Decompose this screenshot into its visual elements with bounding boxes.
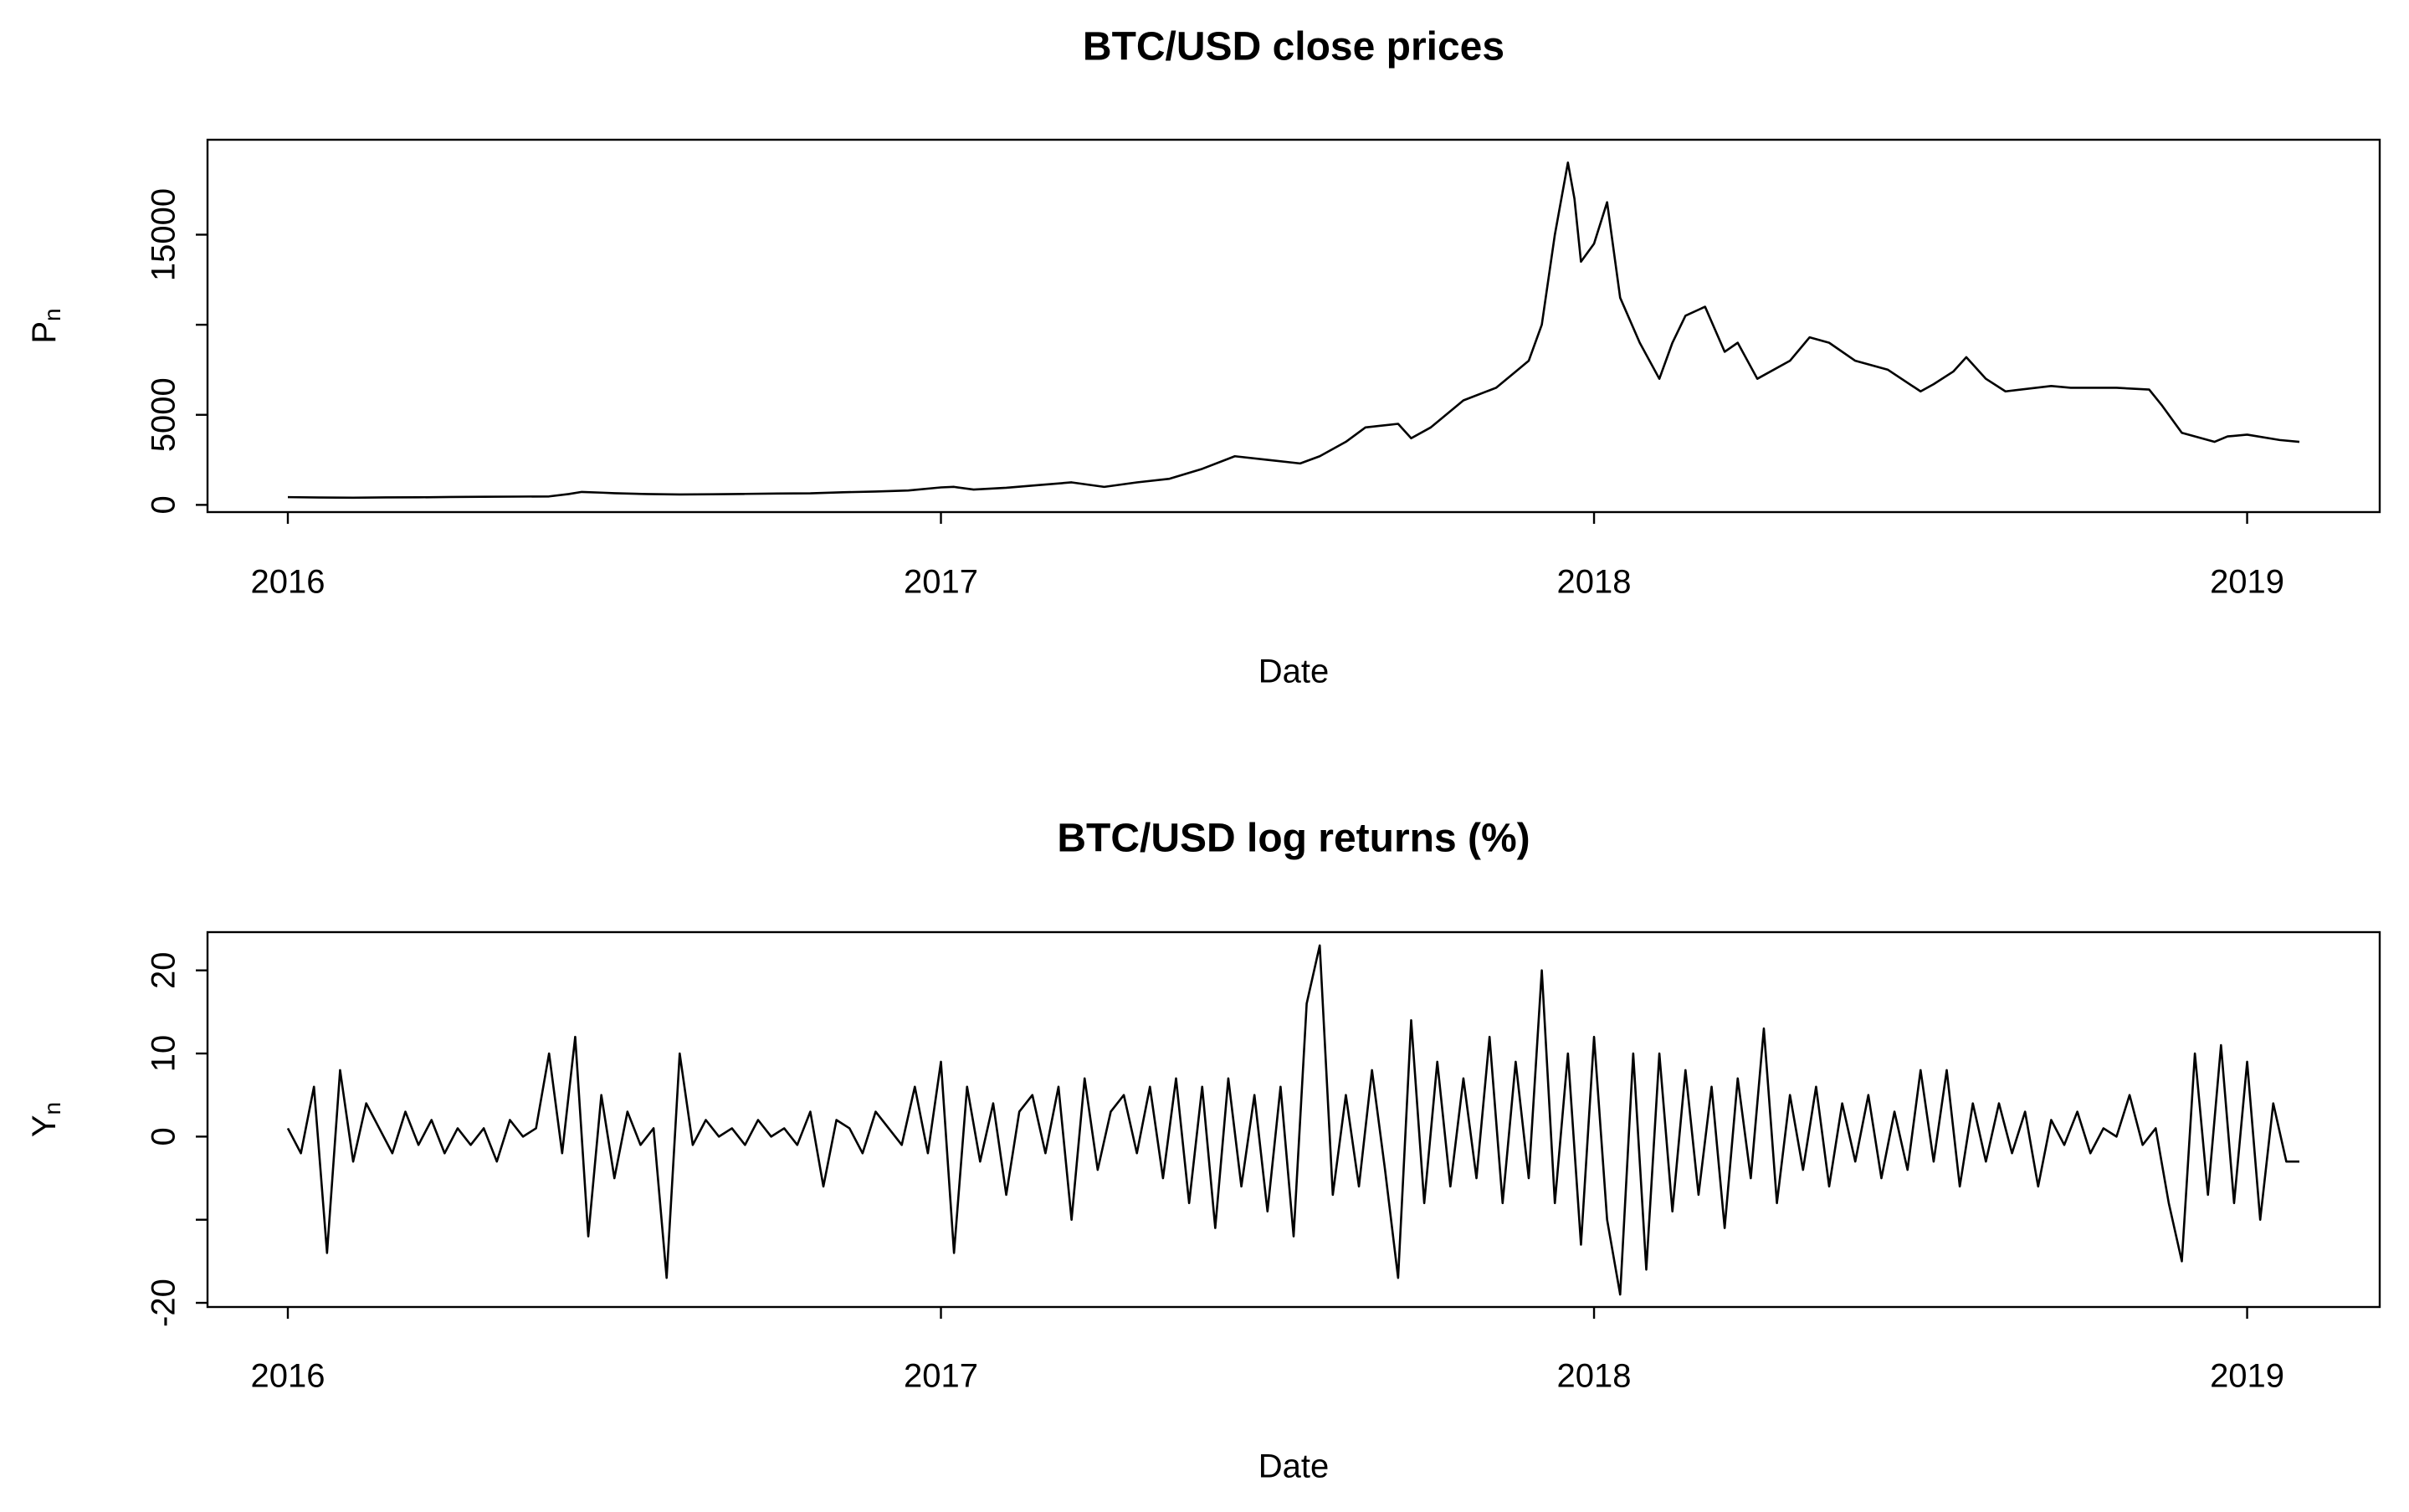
x-tick-label: 2017 <box>904 1358 978 1395</box>
y-axis-label-main: P <box>26 321 63 344</box>
chart-title: BTC/USD log returns (%) <box>1057 817 1530 861</box>
y-tick-label: 0 <box>146 1127 182 1146</box>
x-tick-label: 2016 <box>251 564 325 601</box>
x-tick-label: 2019 <box>2210 564 2284 601</box>
y-tick-label: 5000 <box>146 377 182 452</box>
y-tick-label: 20 <box>146 951 182 989</box>
y-axis-label: Pn <box>26 308 66 343</box>
y-axis-label-sub: n <box>39 308 65 321</box>
y-tick-label: 10 <box>146 1035 182 1073</box>
plot-frame <box>206 930 2381 1309</box>
y-axis-label: Yn <box>26 1102 66 1137</box>
y-tick-label: 0 <box>146 495 182 514</box>
x-tick-label: 2017 <box>904 564 978 601</box>
x-tick-label: 2018 <box>1557 1358 1632 1395</box>
y-axis-label-main: Y <box>26 1115 63 1137</box>
y-axis-label-sub: n <box>39 1102 65 1115</box>
plot-frame <box>206 138 2381 514</box>
y-tick-label: -20 <box>146 1279 182 1327</box>
x-axis-label: Date <box>1258 1448 1330 1485</box>
x-axis-label: Date <box>1258 653 1330 690</box>
price-line <box>287 161 2300 500</box>
x-tick-label: 2016 <box>251 1358 325 1395</box>
chart-title: BTC/USD close prices <box>1083 25 1504 69</box>
price-line <box>286 944 2299 1296</box>
y-tick-label: 15000 <box>146 188 182 281</box>
x-tick-label: 2018 <box>1557 564 1632 601</box>
x-tick-label: 2019 <box>2210 1358 2284 1395</box>
